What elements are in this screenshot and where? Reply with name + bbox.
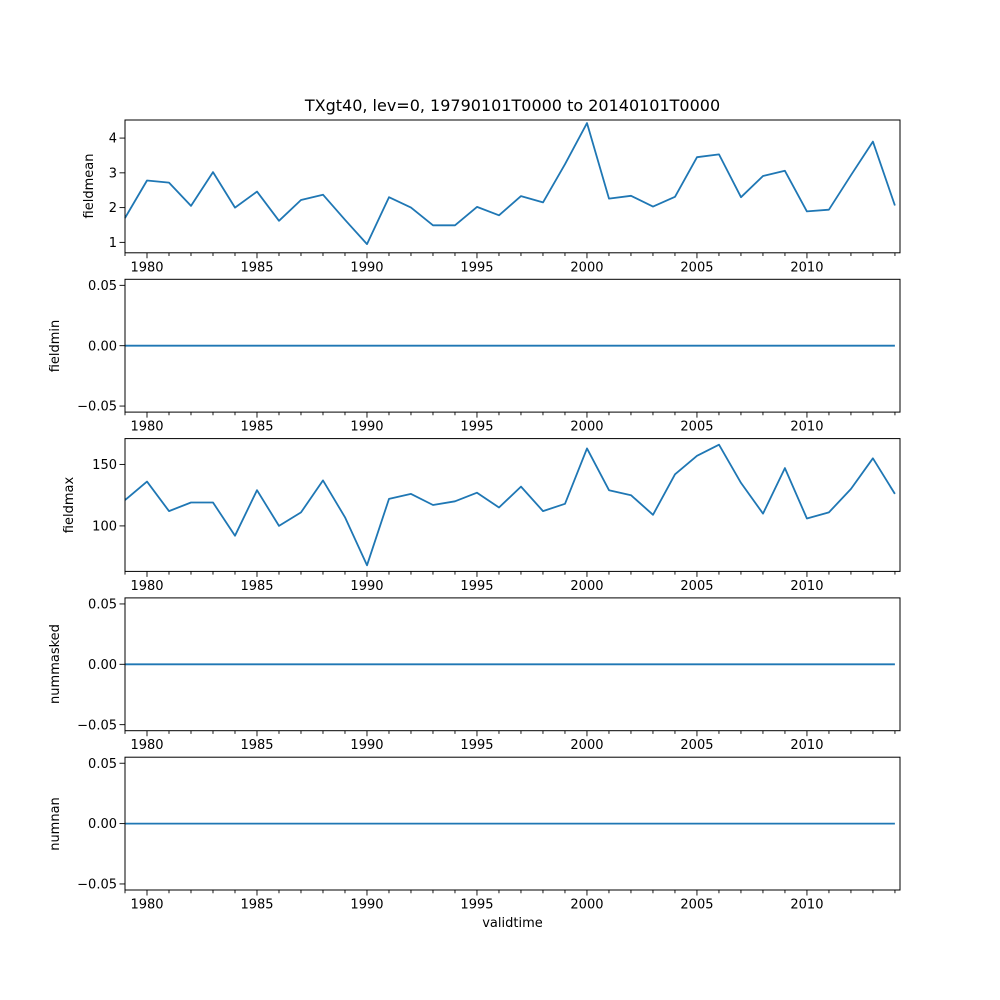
y-tick-label: 0.05	[88, 279, 117, 294]
x-tick-label: 1990	[350, 738, 383, 753]
subplot-fieldmean: 1980 1985 1990 1995 2000 2005 2010 1 2 3 4	[109, 119, 901, 275]
y-tick-label: 100	[92, 520, 117, 535]
y-tick-label: 0.00	[88, 658, 117, 673]
y-tick-label: 150	[92, 458, 117, 473]
x-tick-label: 1980	[130, 898, 163, 913]
x-tick-label: 1995	[460, 579, 493, 594]
y-tick-label: −0.05	[77, 400, 117, 415]
x-tick-label: 2005	[680, 420, 713, 435]
axes-frame	[124, 119, 901, 254]
x-tick-label: 2005	[680, 579, 713, 594]
y-tick-label: −0.05	[77, 718, 117, 733]
x-tick-label: 1990	[350, 898, 383, 913]
x-tick-label: 1985	[240, 420, 273, 435]
x-tick-label: 2000	[570, 738, 603, 753]
x-tick-label: 2010	[790, 420, 823, 435]
x-tick-label: 1980	[130, 260, 163, 275]
subplot-fieldmin: 1980 1985 1990 1995 2000 2005 2010 0.05 0.00 −0.0…	[77, 278, 901, 435]
x-tick-label: 1985	[240, 579, 273, 594]
x-tick-label: 1980	[130, 738, 163, 753]
x-tick-label: 1990	[350, 420, 383, 435]
x-tick-label: 1995	[460, 420, 493, 435]
chart-title: TXgt40, lev=0, 19790101T0000 to 20140101…	[304, 96, 721, 115]
x-tick-label: 2000	[570, 420, 603, 435]
axes-frame	[124, 756, 901, 891]
x-tick-label: 1995	[460, 260, 493, 275]
x-tick-label: 2000	[570, 898, 603, 913]
x-tick-label: 1985	[240, 898, 273, 913]
y-tick-label: 4	[109, 132, 117, 147]
x-tick-label: 1995	[460, 898, 493, 913]
axes-frame	[124, 438, 901, 572]
x-tick-label: 1980	[130, 579, 163, 594]
x-tick-label: 1985	[240, 738, 273, 753]
y-tick-label: 0.00	[88, 817, 117, 832]
x-axis-label: validtime	[482, 916, 543, 931]
line-fieldmax	[124, 443, 896, 567]
y-tick-label: 0.05	[88, 598, 117, 613]
x-tick-label: 1980	[130, 420, 163, 435]
x-tick-label: 2000	[570, 260, 603, 275]
x-tick-label: 2010	[790, 260, 823, 275]
x-tick-label: 2010	[790, 579, 823, 594]
x-tick-label: 2010	[790, 738, 823, 753]
x-tick-label: 2010	[790, 898, 823, 913]
y-tick-label: 1	[109, 236, 117, 251]
axes-frame	[124, 278, 901, 413]
y-tick-label: 0.05	[88, 757, 117, 772]
y-tick-label: −0.05	[77, 878, 117, 893]
y-tick-label: 2	[109, 201, 117, 216]
y-tick-label: 0.00	[88, 339, 117, 354]
subplot-nummasked: 1980 1985 1990 1995 2000 2005 2010 0.05 0.00 −0.0…	[77, 597, 901, 753]
x-tick-label: 1995	[460, 738, 493, 753]
x-tick-label: 2005	[680, 898, 713, 913]
x-tick-label: 2005	[680, 260, 713, 275]
x-tick-label: 1985	[240, 260, 273, 275]
x-tick-label: 2005	[680, 738, 713, 753]
subplot-numnan: 1980 1985 1990 1995 2000 2005 2010 0.05 0.00 −0.0…	[77, 756, 901, 913]
subplot-fieldmax: 1980 1985 1990 1995 2000 2005 2010 100 150	[92, 438, 901, 594]
y-tick-label: 3	[109, 166, 117, 181]
x-tick-label: 1990	[350, 579, 383, 594]
axes-frame	[124, 597, 901, 732]
x-tick-label: 1990	[350, 260, 383, 275]
x-tick-label: 2000	[570, 579, 603, 594]
line-fieldmean	[124, 122, 896, 246]
